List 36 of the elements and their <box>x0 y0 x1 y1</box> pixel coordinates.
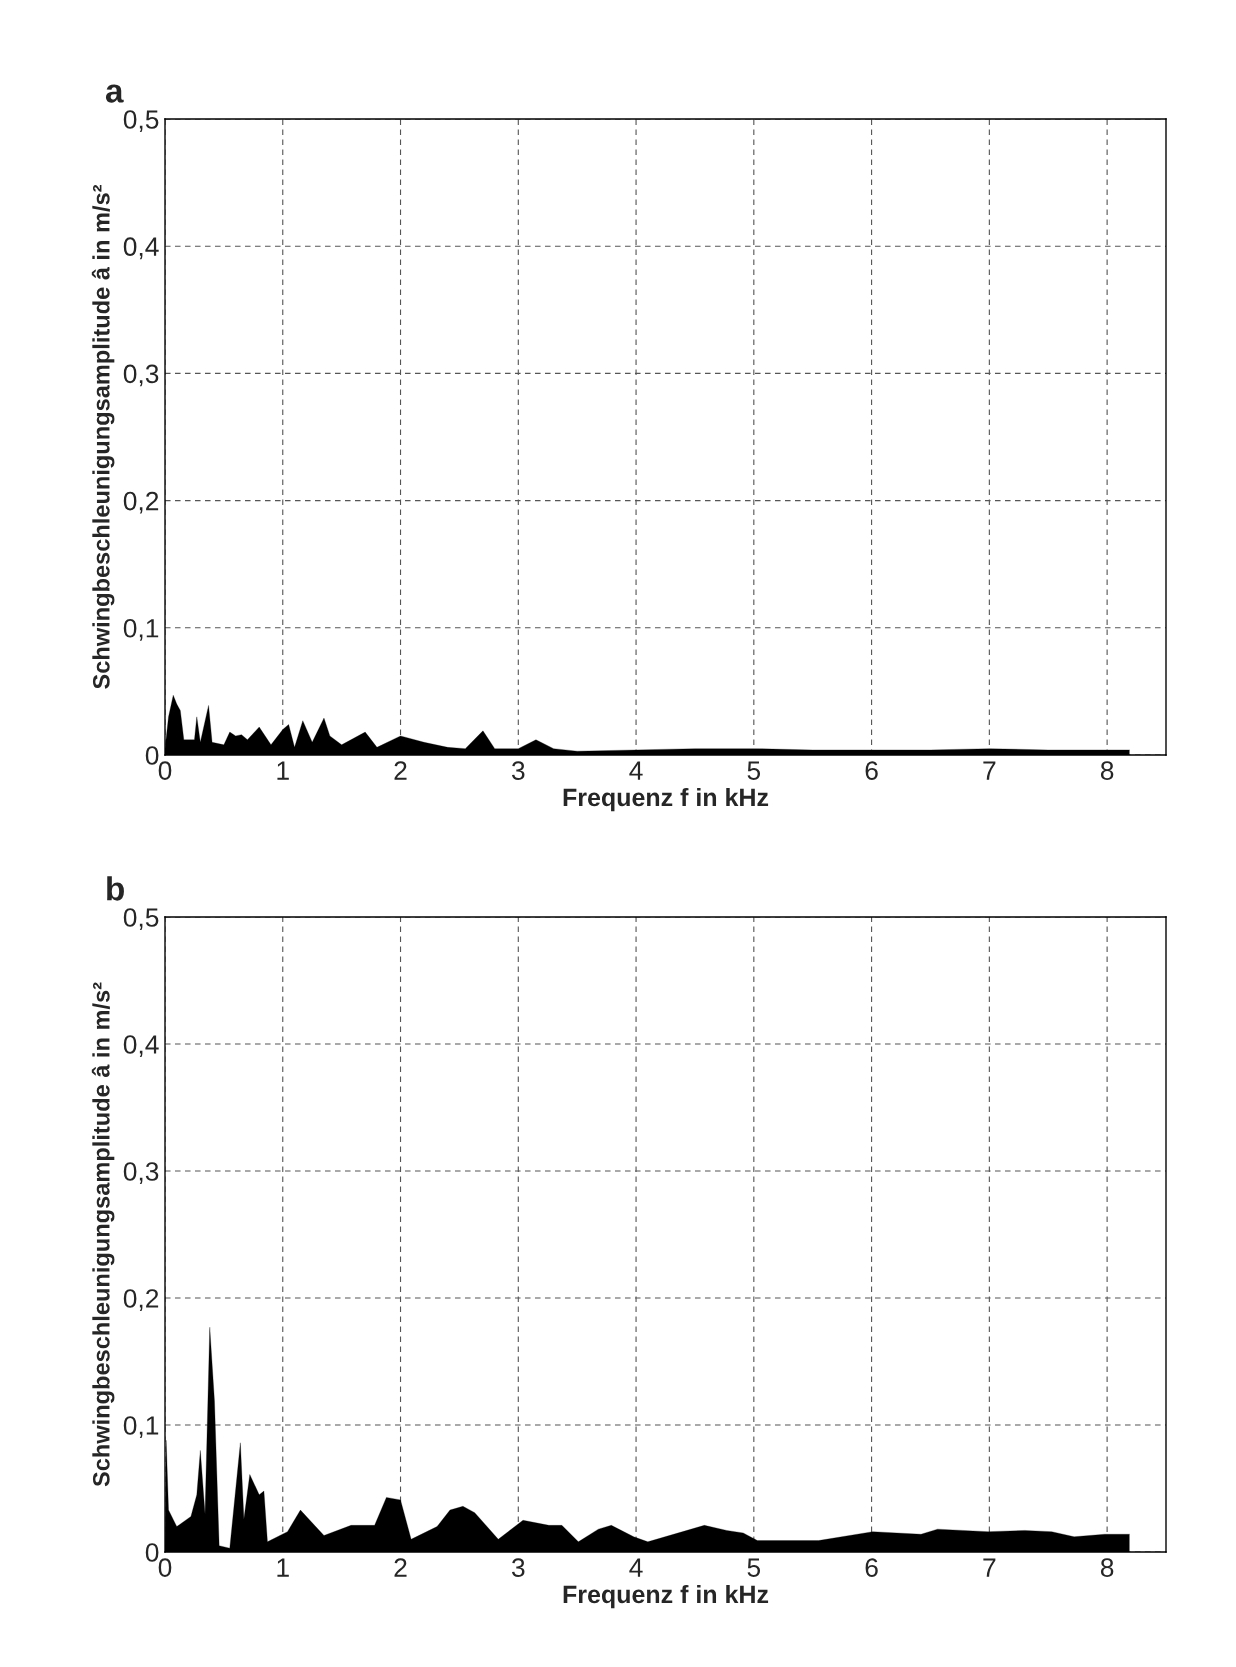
x-tick-label: 5 <box>747 761 761 780</box>
x-axis-title: Frequenz f in kHz <box>563 787 769 812</box>
chart-title: a <box>105 84 124 103</box>
x-tick-label: 0 <box>158 761 172 780</box>
x-tick-label: 3 <box>511 761 525 780</box>
x-tick-label: 5 <box>747 1558 761 1577</box>
x-axis-title: Frequenz f in kHz <box>563 1584 769 1609</box>
y-tick-label: 0,3 <box>123 364 159 387</box>
x-tick-label: 6 <box>865 761 878 780</box>
x-tick-label: 2 <box>394 1558 407 1577</box>
y-tick-label: 0,4 <box>123 237 159 260</box>
y-tick-label: 0 <box>145 1543 159 1562</box>
y-tick-label: 0,5 <box>123 908 159 930</box>
y-tick-label: 0,1 <box>123 1416 159 1438</box>
x-tick-label: 7 <box>983 761 996 780</box>
x-tick-label: 8 <box>1100 1558 1114 1577</box>
x-tick-label: 3 <box>511 1558 525 1577</box>
y-tick-label: 0,2 <box>123 1289 159 1311</box>
x-tick-label: 2 <box>394 761 407 780</box>
y-tick-label: 0,2 <box>123 491 159 514</box>
x-tick-label: 4 <box>629 1558 643 1577</box>
x-tick-label: 1 <box>277 761 289 780</box>
y-axis-title: Schwingbeschleunigungsamplitude â in m/s² <box>91 184 115 689</box>
x-tick-label: 0 <box>158 1558 172 1577</box>
y-tick-label: 0,1 <box>123 618 159 641</box>
x-tick-label: 6 <box>865 1558 878 1577</box>
y-axis-title: Schwingbeschleunigungsamplitude â in m/s² <box>91 982 115 1487</box>
chart-title: b <box>107 876 124 901</box>
y-tick-label: 0,5 <box>123 110 159 132</box>
y-tick-label: 0,4 <box>123 1035 159 1057</box>
x-tick-label: 1 <box>277 1558 289 1577</box>
x-tick-label: 7 <box>983 1558 996 1577</box>
x-tick-label: 4 <box>629 761 643 780</box>
x-tick-label: 8 <box>1100 761 1114 780</box>
y-tick-label: 0,3 <box>123 1162 159 1184</box>
y-tick-label: 0 <box>145 746 159 765</box>
